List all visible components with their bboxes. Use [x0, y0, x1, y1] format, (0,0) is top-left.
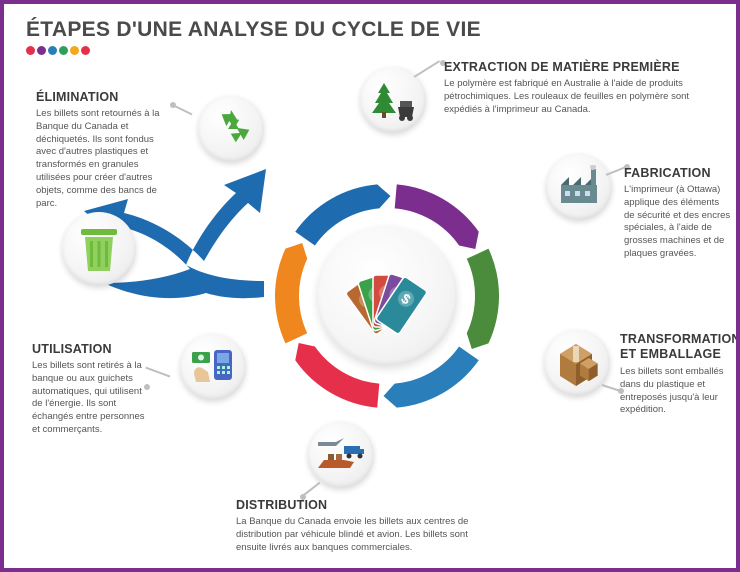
stage-title: EXTRACTION DE MATIÈRE PREMIÈRE — [444, 60, 712, 74]
center-money-icon: $$$$$ — [317, 226, 457, 366]
extraction-icon — [360, 67, 426, 133]
stage-body: Les billets sont retournés à la Banque d… — [36, 108, 170, 211]
stage-title: ÉLIMINATION — [36, 90, 170, 104]
stage-distribution: DISTRIBUTION La Banque du Canada envoie … — [236, 498, 470, 554]
distribution-icon — [308, 422, 374, 488]
utilisation-icon — [180, 334, 246, 400]
stage-title: FABRICATION — [624, 166, 732, 180]
decor-dots — [26, 46, 90, 55]
stage-utilisation: UTILISATION Les billets sont retirés à l… — [32, 342, 150, 437]
page-title: ÉTAPES D'UNE ANALYSE DU CYCLE DE VIE — [26, 18, 481, 42]
lead — [414, 60, 440, 77]
stage-body: Les billets sont emballés dans du plasti… — [620, 366, 732, 417]
bin-icon — [62, 212, 136, 286]
stage-title: DISTRIBUTION — [236, 498, 470, 512]
stage-body: L'imprimeur (à Ottawa) applique des élém… — [624, 184, 732, 261]
stage-body: Le polymère est fabriqué en Australie à … — [444, 78, 712, 116]
transformation-icon — [544, 330, 610, 396]
stage-extraction: EXTRACTION DE MATIÈRE PREMIÈRE Le polymè… — [444, 60, 712, 116]
stage-transformation: TRANSFORMATION ET EMBALLAGE Les billets … — [620, 332, 732, 417]
stage-body: Les billets sont retirés à la banque ou … — [32, 360, 150, 437]
stage-title: TRANSFORMATION ET EMBALLAGE — [620, 332, 732, 362]
infographic-frame: ÉTAPES D'UNE ANALYSE DU CYCLE DE VIE $$$… — [0, 0, 740, 572]
fabrication-icon — [546, 154, 612, 220]
stage-body: La Banque du Canada envoie les billets a… — [236, 516, 470, 554]
stage-title: UTILISATION — [32, 342, 150, 356]
stage-elimination: ÉLIMINATION Les billets sont retournés à… — [36, 90, 170, 211]
stage-fabrication: FABRICATION L'imprimeur (à Ottawa) appli… — [624, 166, 732, 261]
recycle-icon — [198, 96, 264, 162]
